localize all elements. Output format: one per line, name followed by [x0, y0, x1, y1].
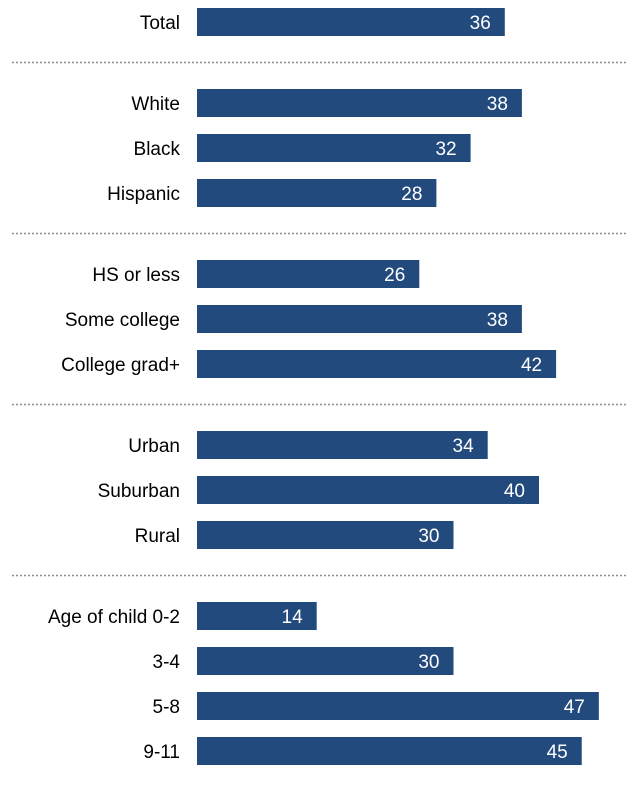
- category-label: HS or less: [92, 265, 180, 286]
- bar: [197, 260, 420, 288]
- value-label: 36: [470, 13, 491, 34]
- category-label: 5-8: [153, 697, 180, 718]
- value-label: 26: [384, 265, 405, 286]
- value-label: 38: [487, 310, 508, 331]
- category-label: 3-4: [153, 652, 181, 673]
- category-label: College grad+: [61, 355, 180, 376]
- bar: [197, 647, 454, 675]
- category-label: Black: [134, 139, 181, 160]
- category-label: White: [131, 94, 180, 115]
- value-label: 28: [401, 184, 422, 205]
- value-label: 47: [564, 697, 585, 718]
- bar: [197, 737, 582, 765]
- value-label: 32: [435, 139, 456, 160]
- category-label: Urban: [128, 436, 180, 457]
- bar: [197, 692, 599, 720]
- bar: [197, 602, 317, 630]
- category-label: Total: [140, 13, 180, 34]
- bar: [197, 8, 505, 36]
- value-label: 34: [453, 436, 475, 457]
- category-label: 9-11: [143, 742, 180, 763]
- bar: [197, 305, 522, 333]
- bar: [197, 431, 488, 459]
- category-label: Hispanic: [107, 184, 180, 205]
- category-label: Suburban: [98, 481, 180, 502]
- category-label: Age of child 0-2: [48, 607, 180, 628]
- value-label: 42: [521, 355, 542, 376]
- value-label: 30: [418, 526, 439, 547]
- value-label: 30: [418, 652, 439, 673]
- bar: [197, 134, 471, 162]
- category-label: Rural: [135, 526, 180, 547]
- value-label: 45: [547, 742, 568, 763]
- bar: [197, 350, 557, 378]
- bar: [197, 89, 522, 117]
- bar: [197, 179, 437, 207]
- value-label: 38: [487, 94, 508, 115]
- bar: [197, 521, 454, 549]
- bar: [197, 476, 539, 504]
- value-label: 40: [504, 481, 525, 502]
- category-label: Some college: [65, 310, 180, 331]
- value-label: 14: [282, 607, 304, 628]
